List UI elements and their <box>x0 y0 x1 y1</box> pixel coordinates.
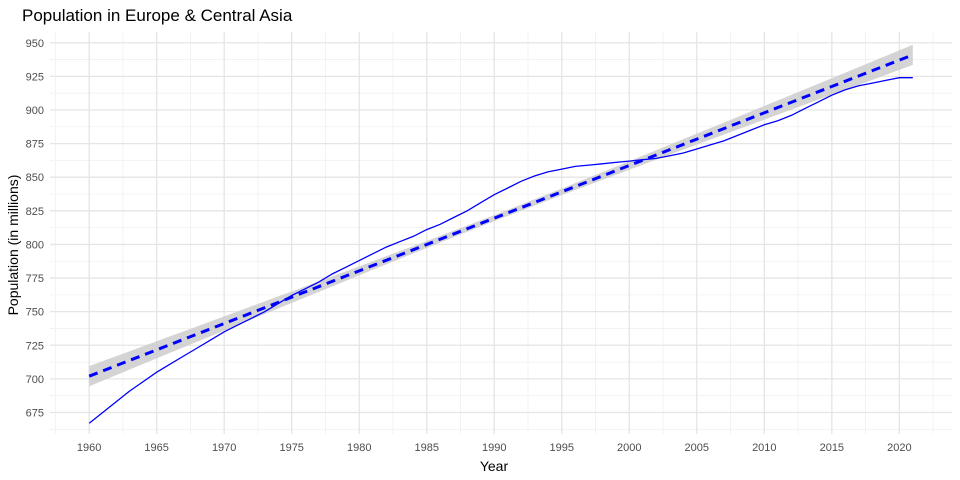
y-axis-ticks: 675 700 725 750 775 800 825 850 875 900 925 950 <box>26 38 44 420</box>
major-gridlines <box>50 32 952 434</box>
x-tick-label: 1960 <box>77 442 101 454</box>
y-tick-label: 750 <box>26 307 44 319</box>
y-tick-label: 925 <box>26 71 44 83</box>
trend-line <box>88 53 914 378</box>
y-tick-label: 700 <box>26 374 44 386</box>
y-tick-label: 800 <box>26 239 44 251</box>
y-tick-label: 900 <box>26 105 44 117</box>
y-tick-label: 775 <box>26 273 44 285</box>
chart-title: Population in Europe & Central Asia <box>22 6 293 25</box>
x-tick-label: 2020 <box>887 442 911 454</box>
x-tick-label: 1975 <box>279 442 303 454</box>
y-tick-label: 825 <box>26 206 44 218</box>
x-axis-ticks: 1960 1965 1970 1975 1980 1985 1990 1995 2000 2005… <box>77 442 912 454</box>
y-tick-label: 725 <box>26 340 44 352</box>
x-axis-title: Year <box>480 458 509 474</box>
x-tick-label: 1995 <box>550 442 574 454</box>
population-line <box>88 77 913 424</box>
x-tick-label: 1965 <box>144 442 168 454</box>
x-tick-label: 2015 <box>820 442 844 454</box>
x-tick-label: 2010 <box>752 442 776 454</box>
y-tick-label: 675 <box>26 407 44 419</box>
y-axis-title: Population (in millions) <box>5 175 21 316</box>
x-tick-label: 2000 <box>617 442 641 454</box>
y-tick-label: 875 <box>26 139 44 151</box>
x-tick-label: 1985 <box>414 442 438 454</box>
y-tick-label: 950 <box>26 38 44 50</box>
x-tick-label: 1990 <box>482 442 506 454</box>
x-tick-label: 2005 <box>685 442 709 454</box>
x-tick-label: 1980 <box>347 442 371 454</box>
y-tick-label: 850 <box>26 172 44 184</box>
x-tick-label: 1970 <box>212 442 236 454</box>
